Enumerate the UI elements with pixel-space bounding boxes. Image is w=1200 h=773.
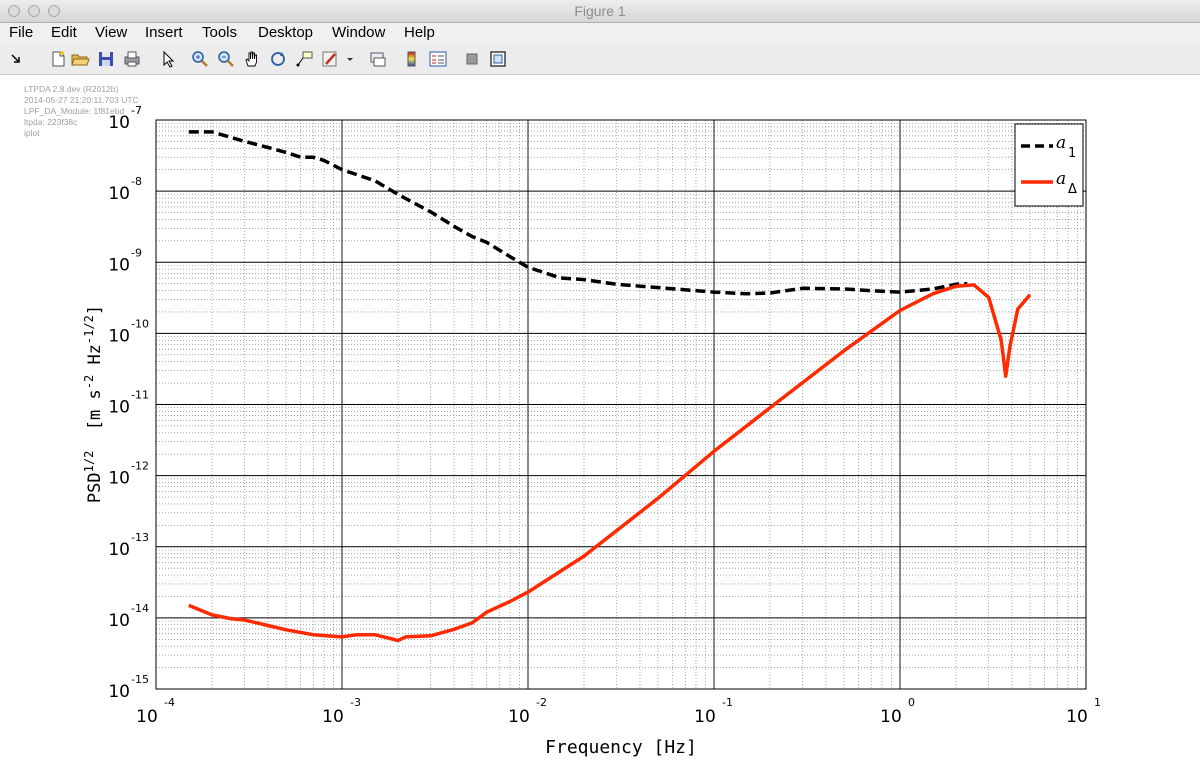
x-axis-label: Frequency [Hz] — [545, 737, 697, 758]
y-axis-label-part: PSD — [85, 472, 105, 503]
y-tick-exponent: -7 — [131, 104, 142, 117]
data-cursor-icon[interactable] — [294, 49, 314, 69]
y-tick-exponent: -9 — [131, 246, 142, 259]
open-file-icon[interactable] — [70, 49, 90, 69]
pan-hand-icon[interactable] — [242, 49, 262, 69]
stamp-line: ltpda: 223f38c — [24, 117, 78, 127]
x-tick-label: 10 — [136, 707, 158, 727]
psd-plot[interactable]: 10-410-310-210-110010110-710-810-910-101… — [0, 75, 1200, 773]
menu-tools[interactable]: Tools — [202, 24, 238, 41]
zoom-in-icon[interactable] — [190, 49, 210, 69]
y-tick-label: 10 — [108, 398, 130, 418]
menu-window[interactable]: Window — [332, 24, 386, 41]
figure-toolbar — [0, 44, 1200, 75]
link-plot-icon[interactable] — [368, 49, 388, 69]
y-tick-exponent: -15 — [131, 673, 149, 686]
y-axis-label-group: PSD1/2 [m s-2 Hz-1/2] — [82, 305, 105, 503]
save-icon[interactable] — [96, 49, 116, 69]
close-window-button[interactable] — [8, 5, 20, 17]
series-line-adelta — [188, 283, 1032, 643]
y-tick-label: 10 — [108, 326, 130, 346]
y-tick-exponent: -14 — [131, 602, 149, 615]
hide-plot-tools-icon[interactable] — [462, 49, 482, 69]
legend-box — [1014, 123, 1084, 207]
series-line-a1 — [188, 130, 968, 296]
dock-arrow-icon[interactable] — [6, 49, 26, 69]
x-tick-exponent: -2 — [536, 696, 547, 709]
y-axis-label-part: -2 — [82, 375, 96, 389]
y-axis-label: PSD1/2 [m s-2 Hz-1/2] — [82, 305, 105, 503]
print-icon[interactable] — [122, 49, 142, 69]
x-tick-exponent: -3 — [350, 696, 361, 709]
brush-dropdown-icon[interactable] — [344, 49, 356, 69]
x-tick-label: 10 — [322, 707, 344, 727]
zoom-out-icon[interactable] — [216, 49, 236, 69]
y-axis-label-part: Hz — [85, 344, 105, 375]
ltpda-stamp: LTPDA 2.8.dev (R2012b) 2014-05-27 21:20:… — [24, 84, 139, 139]
legend-label-sub: Δ — [1068, 182, 1077, 197]
stamp-line: 2014-05-27 21:20:11.703 UTC — [24, 95, 139, 105]
window-titlebar: Figure 1 — [0, 0, 1200, 23]
minor-grid — [156, 120, 1086, 689]
y-tick-label: 10 — [108, 469, 130, 489]
new-figure-icon[interactable] — [48, 49, 68, 69]
y-tick-exponent: -11 — [131, 389, 149, 402]
x-tick-label: 10 — [1066, 707, 1088, 727]
y-tick-label: 10 — [108, 113, 130, 133]
x-tick-label: 10 — [508, 707, 530, 727]
x-tick-label: 10 — [694, 707, 716, 727]
axes-box — [155, 119, 1087, 690]
colorbar-icon[interactable] — [402, 49, 422, 69]
stamp-line: iplot — [24, 128, 40, 138]
x-tick-exponent: -4 — [164, 696, 175, 709]
x-tick-label: 10 — [880, 707, 902, 727]
menu-insert[interactable]: Insert — [145, 24, 183, 41]
x-tick-exponent: 1 — [1094, 696, 1101, 709]
stamp-line: LPF_DA_Module: 1f81ebd — [24, 106, 125, 116]
menu-edit[interactable]: Edit — [51, 24, 77, 41]
y-tick-label: 10 — [108, 255, 130, 275]
y-tick-exponent: -8 — [131, 175, 142, 188]
legend-label-sub: 1 — [1068, 146, 1076, 161]
show-plot-tools-icon[interactable] — [488, 49, 508, 69]
x-tick-exponent: 0 — [908, 696, 915, 709]
y-axis-label-part: -1/2 — [82, 315, 96, 344]
y-tick-label: 10 — [108, 184, 130, 204]
y-tick-exponent: -10 — [131, 317, 149, 330]
window-title: Figure 1 — [574, 3, 626, 19]
menu-view[interactable]: View — [95, 24, 128, 41]
y-tick-exponent: -13 — [131, 531, 149, 544]
legend-icon[interactable] — [428, 49, 448, 69]
legend-label: a — [1056, 133, 1066, 153]
brush-icon[interactable] — [320, 49, 340, 69]
menu-desktop[interactable]: Desktop — [258, 24, 314, 41]
legend-label: a — [1056, 169, 1066, 189]
edit-plot-arrow-icon[interactable] — [158, 49, 178, 69]
stamp-line: LTPDA 2.8.dev (R2012b) — [24, 84, 119, 94]
y-axis-label-part: ] — [85, 305, 105, 315]
y-tick-label: 10 — [108, 682, 130, 702]
y-tick-label: 10 — [108, 540, 130, 560]
menu-bar: File Edit View Insert Tools Desktop Wind… — [0, 23, 1200, 44]
figure-canvas: LTPDA 2.8.dev (R2012b) 2014-05-27 21:20:… — [0, 75, 1200, 773]
minimize-window-button[interactable] — [28, 5, 40, 17]
y-axis-label-part: 1/2 — [82, 451, 96, 473]
x-tick-exponent: -1 — [722, 696, 733, 709]
y-axis-label-part: [m s — [85, 389, 105, 450]
menu-help[interactable]: Help — [404, 24, 435, 41]
zoom-window-button[interactable] — [48, 5, 60, 17]
menu-file[interactable]: File — [9, 24, 34, 41]
y-tick-exponent: -12 — [131, 460, 149, 473]
rotate-3d-icon[interactable] — [268, 49, 288, 69]
y-tick-label: 10 — [108, 611, 130, 631]
